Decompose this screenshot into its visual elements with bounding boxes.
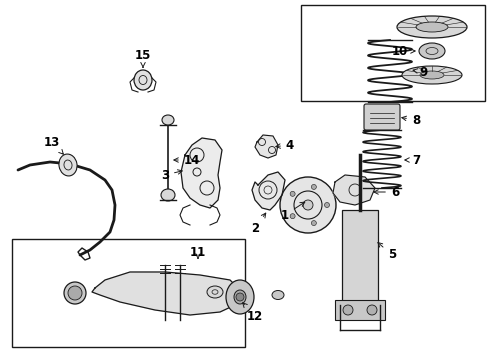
Circle shape — [68, 286, 82, 300]
Circle shape — [303, 200, 313, 210]
Text: 7: 7 — [405, 153, 420, 166]
Text: 13: 13 — [44, 135, 63, 154]
Ellipse shape — [64, 282, 86, 304]
Circle shape — [324, 202, 329, 207]
Bar — [12, 239, 245, 347]
Ellipse shape — [234, 290, 246, 304]
Text: 4: 4 — [276, 139, 294, 152]
Circle shape — [311, 184, 317, 189]
Circle shape — [236, 293, 244, 301]
Polygon shape — [255, 135, 278, 158]
Bar — [342, 210, 378, 305]
Ellipse shape — [416, 22, 448, 32]
Ellipse shape — [134, 70, 152, 90]
Text: 14: 14 — [174, 153, 200, 166]
Circle shape — [311, 221, 317, 226]
Circle shape — [290, 214, 295, 219]
Text: 10: 10 — [392, 45, 415, 58]
Text: 2: 2 — [251, 213, 266, 234]
Circle shape — [343, 305, 353, 315]
Ellipse shape — [207, 286, 223, 298]
Text: 11: 11 — [190, 246, 206, 258]
Polygon shape — [92, 272, 240, 315]
Text: 12: 12 — [243, 303, 263, 323]
Polygon shape — [181, 138, 222, 208]
Circle shape — [290, 191, 295, 196]
Circle shape — [280, 177, 336, 233]
Text: 15: 15 — [135, 49, 151, 67]
Polygon shape — [333, 175, 375, 205]
FancyBboxPatch shape — [364, 104, 400, 130]
Ellipse shape — [402, 66, 462, 84]
Ellipse shape — [162, 115, 174, 125]
Ellipse shape — [420, 71, 444, 79]
Circle shape — [367, 305, 377, 315]
Text: 1: 1 — [281, 202, 305, 221]
Text: 5: 5 — [378, 243, 396, 261]
Bar — [335, 300, 385, 320]
Ellipse shape — [397, 16, 467, 38]
Ellipse shape — [59, 154, 77, 176]
Text: 8: 8 — [402, 113, 420, 126]
Ellipse shape — [226, 280, 254, 314]
Ellipse shape — [272, 291, 284, 300]
Polygon shape — [252, 172, 285, 210]
Text: 9: 9 — [413, 66, 428, 78]
Text: 3: 3 — [161, 168, 182, 181]
Ellipse shape — [161, 189, 175, 201]
Text: 6: 6 — [374, 185, 399, 198]
Bar — [301, 5, 485, 101]
Ellipse shape — [419, 43, 445, 59]
